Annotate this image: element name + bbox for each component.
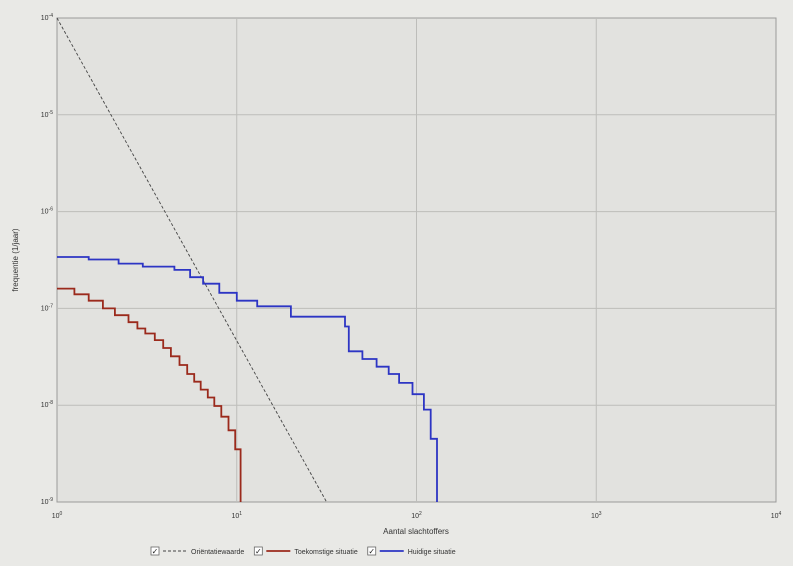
- y-tick-label: 10-9: [41, 497, 53, 506]
- x-tick-labels: 100 101 102 103 104: [52, 511, 782, 520]
- x-tick-label: 102: [411, 511, 422, 520]
- grid-lines: [57, 18, 776, 502]
- x-axis-title: Aantal slachtoffers: [383, 527, 449, 536]
- legend: ✓ Oriëntatiewaarde ✓ Toekomstige situatie ✓ H…: [150, 546, 456, 556]
- x-tick-label: 100: [52, 511, 63, 520]
- y-axis-title: frequentie (1/jaar): [11, 228, 20, 291]
- x-tick-base: 10: [771, 513, 779, 520]
- y-tick-base: 10: [41, 15, 49, 22]
- legend-checkbox[interactable]: [253, 546, 263, 556]
- y-tick-exp: -9: [49, 497, 54, 503]
- x-tick-label: 103: [591, 511, 602, 520]
- y-tick-label: 10-5: [41, 110, 53, 119]
- check-icon: ✓: [152, 547, 159, 556]
- x-tick-exp: 1: [239, 511, 242, 517]
- x-tick-exp: 4: [779, 511, 782, 517]
- y-tick-base: 10: [41, 402, 49, 409]
- y-tick-exp: -6: [49, 207, 54, 213]
- legend-checkbox[interactable]: [150, 546, 160, 556]
- series-layer: [56, 17, 438, 503]
- legend-label: Oriëntatiewaarde: [191, 549, 244, 556]
- y-tick-base: 10: [41, 112, 49, 119]
- y-tick-label: 10-7: [41, 303, 53, 312]
- y-tick-label: 10-4: [41, 13, 53, 22]
- x-tick-exp: 2: [419, 511, 422, 517]
- x-tick-exp: 3: [599, 511, 602, 517]
- x-tick-base: 10: [231, 513, 239, 520]
- x-tick-base: 10: [411, 513, 419, 520]
- x-tick-label: 101: [231, 511, 242, 520]
- x-tick-label: 104: [771, 511, 782, 520]
- y-tick-label: 10-6: [41, 207, 53, 216]
- y-tick-exp: -5: [49, 110, 54, 116]
- y-tick-exp: -4: [49, 13, 54, 19]
- x-tick-base: 10: [591, 513, 599, 520]
- y-tick-labels: 10-910-810-710-610-510-4: [41, 13, 53, 506]
- y-tick-exp: -7: [49, 303, 54, 309]
- check-icon: ✓: [368, 547, 375, 556]
- y-tick-label: 10-8: [41, 400, 53, 409]
- check-icon: ✓: [255, 547, 262, 556]
- series-line-3: [57, 256, 438, 502]
- y-tick-base: 10: [41, 305, 49, 312]
- legend-checkbox[interactable]: [367, 546, 377, 556]
- legend-label: Toekomstige situatie: [294, 549, 358, 556]
- y-tick-exp: -8: [49, 400, 54, 406]
- y-tick-base: 10: [41, 209, 49, 216]
- legend-label: Huidige situatie: [408, 549, 456, 556]
- x-tick-exp: 0: [60, 511, 63, 517]
- x-tick-base: 10: [52, 513, 60, 520]
- y-tick-base: 10: [41, 499, 49, 506]
- series-line-1: [56, 17, 327, 503]
- series-line-2: [57, 287, 242, 502]
